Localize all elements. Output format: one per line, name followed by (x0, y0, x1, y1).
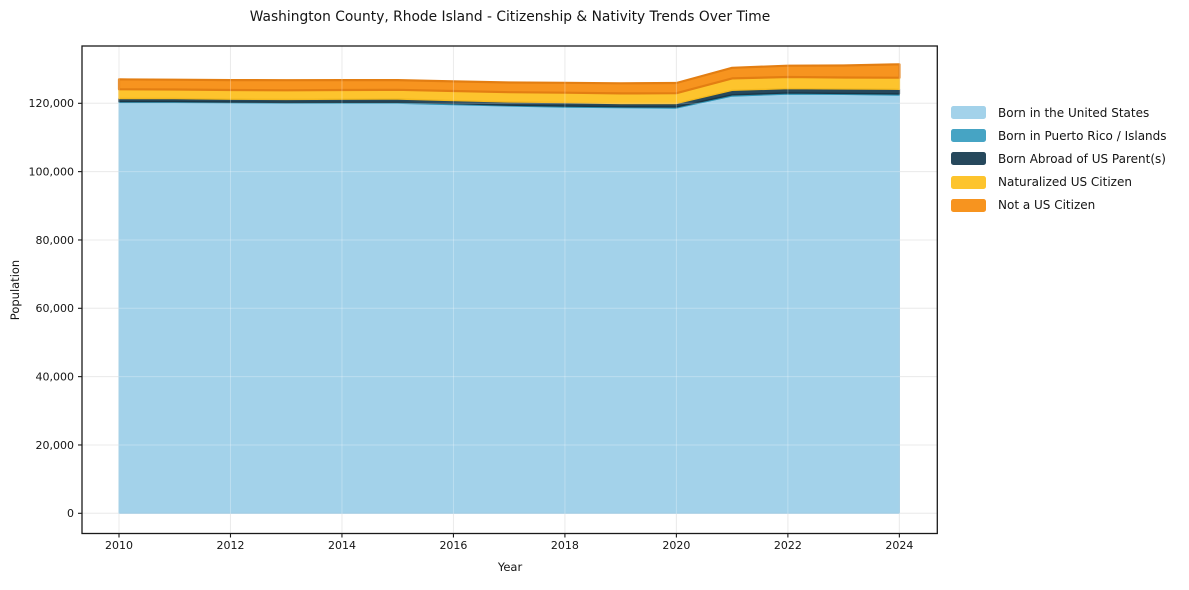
area-not-citizen (117, 63, 901, 95)
legend-label: Born in the United States (998, 105, 1150, 120)
legend: Born in the United States Born in Puerto … (951, 101, 1167, 217)
y-tick-label: 20,000 (36, 439, 75, 452)
x-tick-label: 2024 (885, 539, 913, 552)
area-born-us (118, 93, 900, 514)
legend-item-born-pr: Born in Puerto Rico / Islands (951, 124, 1167, 147)
legend-label: Not a US Citizen (998, 198, 1096, 213)
x-tick-label: 2014 (328, 539, 356, 552)
x-tick-label: 2018 (551, 539, 579, 552)
legend-swatch-born-us (951, 106, 986, 120)
legend-label: Naturalized US Citizen (998, 175, 1132, 190)
legend-item-born-abroad: Born Abroad of US Parent(s) (951, 147, 1167, 170)
legend-swatch-born-abroad (951, 152, 986, 166)
x-axis-label: Year (497, 560, 523, 574)
y-tick-label: 120,000 (29, 97, 75, 110)
legend-item-not-citizen: Not a US Citizen (951, 194, 1167, 217)
legend-swatch-born-pr (951, 129, 986, 143)
y-tick-label: 80,000 (36, 234, 75, 247)
x-tick-label: 2012 (216, 539, 244, 552)
y-tick-label: 40,000 (36, 370, 75, 383)
grid-overlay (82, 46, 938, 534)
legend-swatch-naturalized (951, 175, 986, 189)
x-tick-label: 2016 (439, 539, 467, 552)
plot-border (81, 45, 938, 535)
x-tick-label: 2020 (662, 539, 690, 552)
y-tick-label: 100,000 (29, 165, 75, 178)
stacked-areas (117, 63, 901, 514)
legend-item-born-us: Born in the United States (951, 101, 1167, 124)
chart-title: Washington County, Rhode Island - Citize… (249, 9, 771, 25)
x-tick-label: 2022 (774, 539, 802, 552)
y-tick-label: 60,000 (36, 302, 75, 315)
y-tick-label: 0 (67, 507, 74, 520)
legend-label: Born Abroad of US Parent(s) (998, 151, 1166, 166)
legend-swatch-not-citizen (951, 198, 986, 212)
axis-ticks: 2010 2012 2014 2016 2018 2020 2022 2024 0 20,000 4… (29, 97, 914, 552)
legend-label: Born in Puerto Rico / Islands (998, 128, 1167, 143)
x-tick-label: 2010 (105, 539, 133, 552)
legend-item-naturalized: Naturalized US Citizen (951, 171, 1167, 194)
